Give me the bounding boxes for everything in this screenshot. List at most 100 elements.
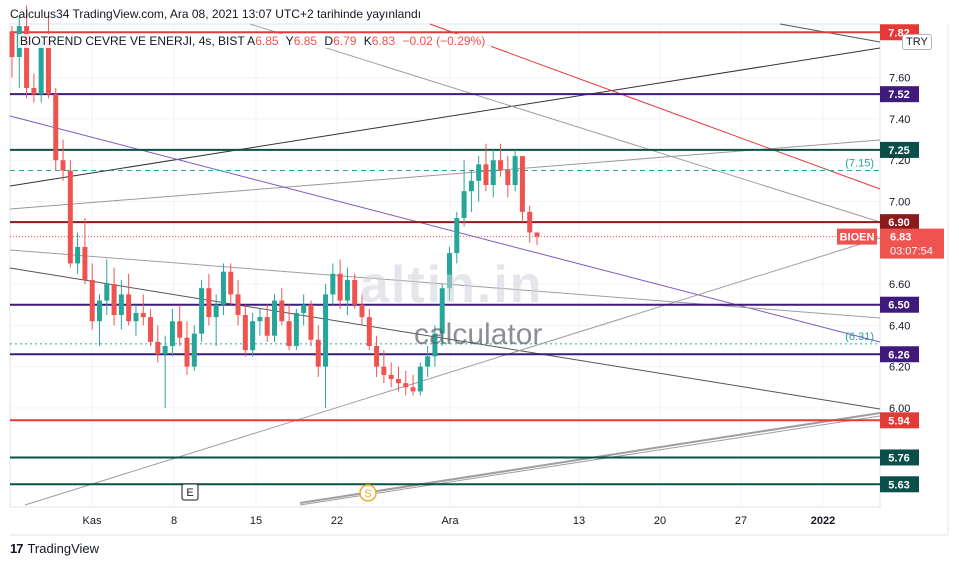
trendline — [9, 47, 881, 187]
candle-body — [53, 94, 59, 161]
candle-body — [527, 211, 533, 233]
candle-body — [169, 321, 175, 346]
candle-body — [293, 312, 299, 346]
level-badge-label: 5.63 — [888, 479, 909, 491]
candle-body — [82, 246, 88, 280]
candle-body — [432, 333, 438, 357]
level-badge — [880, 346, 919, 363]
last-price-symbol: BIOEN — [840, 232, 875, 244]
currency-button[interactable]: TRY — [902, 34, 932, 50]
candle-body — [242, 315, 248, 351]
legend-high: 6.85 — [293, 34, 318, 48]
candle-body — [75, 246, 81, 264]
candle-body — [417, 366, 423, 392]
price-tick-label: 7.60 — [889, 73, 910, 85]
last-price-value: 6.83 — [890, 232, 911, 244]
candle-body — [206, 288, 212, 318]
watermark-logo: altin.in — [360, 256, 544, 314]
price-tick-label: 7.40 — [889, 114, 910, 126]
symbol-legend: BIOTREND CEVRE VE ENERJI, 4s, BIST A6.85… — [18, 34, 492, 48]
dashed-level-label: (7.15) — [845, 158, 874, 170]
candle-body — [381, 366, 387, 375]
candle-body — [89, 279, 95, 322]
candle-body — [9, 32, 15, 58]
plot-border — [9, 23, 881, 508]
candle-body — [235, 294, 241, 316]
trendline — [429, 23, 881, 190]
candle-body — [374, 346, 380, 367]
candle-body — [483, 164, 489, 185]
trendline — [299, 415, 881, 506]
price-tick-label: 7.20 — [889, 155, 910, 167]
time-tick-label: 27 — [735, 515, 747, 527]
candle-body — [213, 304, 219, 318]
level-badge-label: 6.26 — [888, 349, 909, 361]
candle-body — [38, 40, 44, 95]
candle-body — [403, 383, 409, 388]
price-tick-label: 6.60 — [889, 279, 910, 291]
level-badge — [880, 412, 919, 429]
price-tick-label: 6.00 — [889, 403, 910, 415]
candle-body — [344, 279, 350, 301]
candle-body — [250, 321, 256, 351]
candle-body — [425, 356, 431, 367]
last-price-countdown: 03:07:54 — [890, 246, 933, 258]
candle-body — [476, 164, 482, 181]
level-badge-label: 6.50 — [888, 300, 909, 312]
time-tick-label: 13 — [573, 515, 585, 527]
candle-body — [330, 273, 336, 295]
level-badge-label: 7.25 — [888, 145, 909, 157]
candle-body — [410, 387, 416, 392]
watermark-text: calculator — [414, 318, 543, 351]
trendline — [249, 23, 881, 223]
legend-symbol: BIOTREND CEVRE VE ENERJI, 4s, BIST — [20, 34, 245, 48]
candle-body — [60, 160, 66, 171]
legend-open: 6.85 — [255, 34, 279, 48]
horizontal-levels: 7.827.527.256.906.506.265.945.765.63(7.1… — [10, 24, 944, 493]
candle-body — [257, 317, 263, 322]
level-badge — [880, 476, 919, 493]
candle-body — [97, 300, 102, 322]
candle-body — [447, 253, 452, 289]
level-badge — [880, 296, 919, 313]
legend-close-label: K — [363, 34, 372, 48]
candle-body — [162, 346, 168, 355]
candle-body — [505, 170, 511, 185]
price-tick-label: 6.20 — [889, 362, 910, 374]
candle-body — [111, 284, 117, 316]
candle-body — [498, 160, 504, 171]
candle-body — [31, 87, 37, 95]
level-badge-label: 5.76 — [888, 452, 909, 464]
legend-open-label: A — [247, 34, 256, 48]
trendline — [9, 139, 881, 210]
earnings-marker — [181, 483, 199, 501]
candle-body — [140, 312, 146, 318]
candle-body — [439, 288, 445, 334]
level-badge-label: 6.90 — [888, 217, 909, 229]
price-tick-label: 7.00 — [889, 197, 910, 209]
candle-body — [388, 374, 394, 380]
trendline — [24, 237, 881, 506]
level-badge — [880, 86, 919, 103]
split-marker — [359, 484, 377, 502]
candle-body — [148, 317, 154, 342]
footer-brand[interactable]: 17 TradingView — [10, 541, 99, 556]
candle-body — [534, 232, 540, 237]
legend-high-label: Y — [285, 34, 294, 48]
legend-low-label: D — [324, 34, 334, 48]
footer-brand-label: TradingView — [27, 541, 100, 556]
candle-body — [45, 40, 51, 95]
time-tick-label: 15 — [250, 515, 262, 527]
candle-body — [228, 271, 234, 295]
time-tick-label: 22 — [331, 515, 343, 527]
candle-body — [366, 317, 372, 346]
time-tick-label: 20 — [654, 515, 666, 527]
level-badge — [880, 214, 919, 231]
split-marker-label: S — [364, 488, 371, 500]
candle-body — [126, 294, 132, 322]
level-badge-label: 5.94 — [888, 415, 910, 427]
grid — [9, 23, 949, 536]
level-badge — [880, 141, 919, 158]
candle-body — [512, 156, 518, 185]
